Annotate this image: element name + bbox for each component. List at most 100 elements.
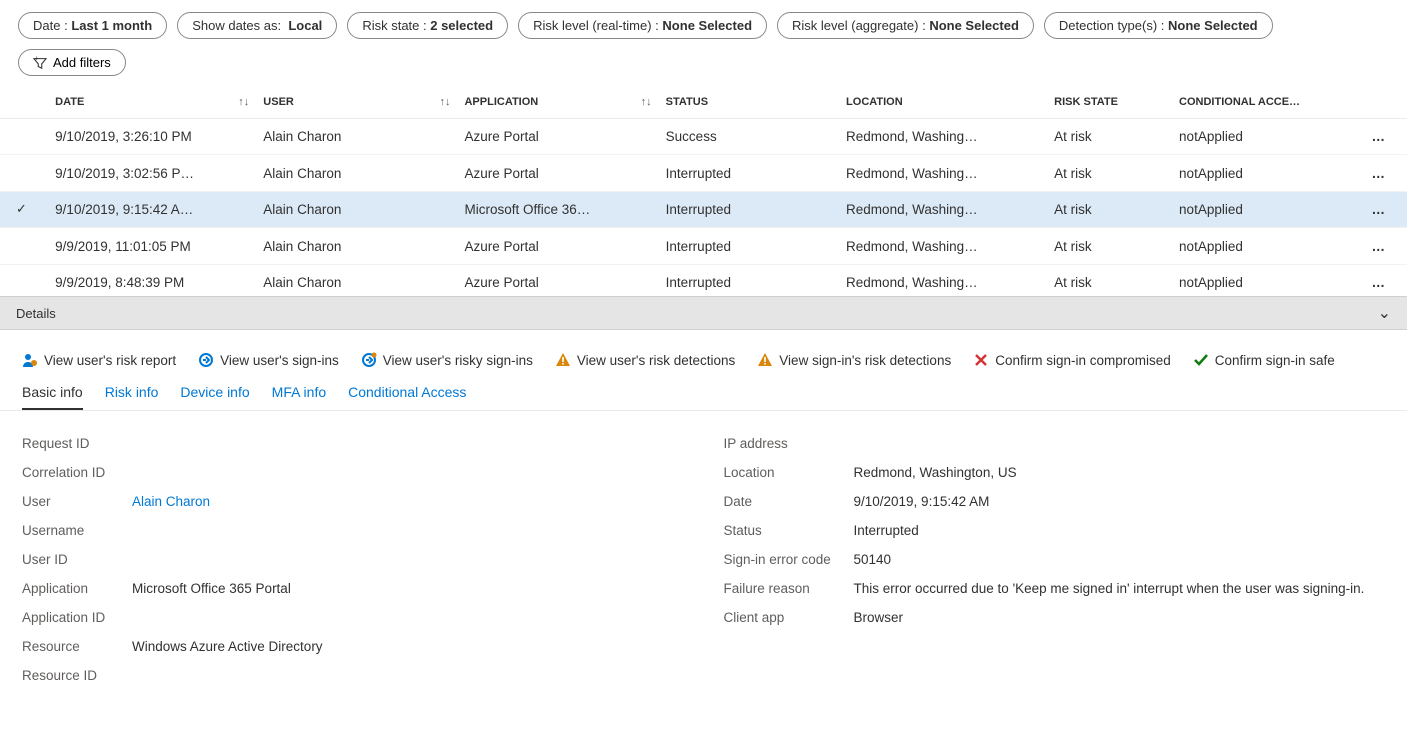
cell-risk-state: At risk (1046, 264, 1171, 296)
col-header-check[interactable] (0, 86, 47, 119)
col-header-date[interactable]: DATE↑↓ (47, 86, 255, 119)
more-icon[interactable]: … (1371, 275, 1387, 290)
action-link-label: Confirm sign-in safe (1215, 353, 1335, 368)
basic-info-panel: Request ID Correlation ID UserAlain Char… (0, 411, 1407, 708)
cell-application: Azure Portal (456, 264, 657, 296)
filter-date[interactable]: Date : Last 1 month (18, 12, 167, 39)
cell-location: Redmond, Washing… (838, 191, 1046, 227)
cell-conditional-access: notApplied (1171, 228, 1351, 264)
filter-detection-types[interactable]: Detection type(s) : None Selected (1044, 12, 1273, 39)
confirm-safe-link[interactable]: Confirm sign-in safe (1193, 352, 1335, 368)
cell-application: Azure Portal (456, 228, 657, 264)
kv-ip-address: IP address (724, 429, 1386, 458)
add-filters-row: + Add filters (0, 45, 1407, 86)
kv-username: Username (22, 516, 684, 545)
tab-mfa-info[interactable]: MFA info (272, 378, 326, 410)
cell-user: Alain Charon (255, 228, 456, 264)
cell-conditional-access: notApplied (1171, 119, 1351, 155)
row-checkbox[interactable] (16, 240, 30, 254)
kv-user: UserAlain Charon (22, 487, 684, 516)
tab-device-info[interactable]: Device info (180, 378, 249, 410)
details-title: Details (16, 306, 56, 321)
cell-date: 9/9/2019, 8:48:39 PM (47, 264, 255, 296)
filter-date-value: Last 1 month (71, 18, 152, 33)
details-tabs: Basic info Risk info Device info MFA inf… (0, 378, 1407, 411)
signins-table-wrap: DATE↑↓ USER↑↓ APPLICATION↑↓ STATUS LOCAT… (0, 86, 1407, 296)
row-checkbox[interactable] (16, 130, 30, 144)
tab-risk-info[interactable]: Risk info (105, 378, 159, 410)
cell-risk-state: At risk (1046, 228, 1171, 264)
cell-status: Interrupted (658, 155, 838, 191)
filter-risk-level-aggregate-value: None Selected (929, 18, 1019, 33)
row-checkbox[interactable] (16, 167, 30, 181)
filter-risk-level-realtime[interactable]: Risk level (real-time) : None Selected (518, 12, 767, 39)
cell-date: 9/10/2019, 9:15:42 A… (47, 191, 255, 227)
view-user-signins-link[interactable]: View user's sign-ins (198, 352, 339, 368)
table-row[interactable]: 9/10/2019, 3:26:10 PMAlain CharonAzure P… (0, 119, 1407, 155)
table-row[interactable]: 9/9/2019, 11:01:05 PMAlain CharonAzure P… (0, 228, 1407, 264)
view-user-risk-report-link[interactable]: View user's risk report (22, 352, 176, 368)
cell-conditional-access: notApplied (1171, 155, 1351, 191)
cell-status: Success (658, 119, 838, 155)
cell-risk-state: At risk (1046, 155, 1171, 191)
filter-detection-types-label: Detection type(s) : (1059, 18, 1165, 33)
check-icon (1193, 352, 1209, 368)
filters-row: Date : Last 1 month Show dates as: Local… (0, 0, 1407, 45)
sort-icon: ↑↓ (641, 96, 652, 108)
row-checkbox[interactable] (16, 276, 30, 290)
kv-application-id: Application ID (22, 603, 684, 632)
cell-application: Azure Portal (456, 155, 657, 191)
action-link-label: View user's risky sign-ins (383, 353, 533, 368)
row-checkbox[interactable] (16, 203, 30, 217)
filter-risk-level-aggregate[interactable]: Risk level (aggregate) : None Selected (777, 12, 1034, 39)
kv-date: Date9/10/2019, 9:15:42 AM (724, 487, 1386, 516)
filter-show-dates-as[interactable]: Show dates as: Local (177, 12, 337, 39)
chevron-down-icon: ⌄ (1378, 303, 1391, 323)
details-bar[interactable]: Details ⌄ (0, 296, 1407, 330)
cell-date: 9/10/2019, 3:26:10 PM (47, 119, 255, 155)
col-header-risk-state[interactable]: RISK STATE (1046, 86, 1171, 119)
warning-icon (757, 352, 773, 368)
confirm-compromised-link[interactable]: Confirm sign-in compromised (973, 352, 1171, 368)
cell-user: Alain Charon (255, 264, 456, 296)
col-header-conditional-access[interactable]: CONDITIONAL ACCE… (1171, 86, 1351, 119)
more-icon[interactable]: … (1371, 129, 1387, 144)
add-filters-button[interactable]: + Add filters (18, 49, 126, 76)
kv-application: ApplicationMicrosoft Office 365 Portal (22, 574, 684, 603)
action-link-label: View sign-in's risk detections (779, 353, 951, 368)
tab-conditional-access[interactable]: Conditional Access (348, 378, 466, 410)
action-link-label: View user's sign-ins (220, 353, 339, 368)
risky-signin-icon (361, 352, 377, 368)
kv-status: StatusInterrupted (724, 516, 1386, 545)
table-row[interactable]: 9/10/2019, 3:02:56 P…Alain CharonAzure P… (0, 155, 1407, 191)
filter-detection-types-value: None Selected (1168, 18, 1258, 33)
col-header-user[interactable]: USER↑↓ (255, 86, 456, 119)
user-risk-icon (22, 352, 38, 368)
cell-status: Interrupted (658, 191, 838, 227)
svg-text:+: + (35, 56, 39, 62)
filter-risk-level-realtime-label: Risk level (real-time) : (533, 18, 659, 33)
tab-basic-info[interactable]: Basic info (22, 378, 83, 410)
more-icon[interactable]: … (1371, 166, 1387, 181)
table-row[interactable]: 9/10/2019, 9:15:42 A…Alain CharonMicroso… (0, 191, 1407, 227)
col-header-application[interactable]: APPLICATION↑↓ (456, 86, 657, 119)
view-user-risky-signins-link[interactable]: View user's risky sign-ins (361, 352, 533, 368)
more-icon[interactable]: … (1371, 202, 1387, 217)
more-icon[interactable]: … (1371, 239, 1387, 254)
action-link-label: View user's risk report (44, 353, 176, 368)
action-link-label: View user's risk detections (577, 353, 735, 368)
cell-location: Redmond, Washing… (838, 155, 1046, 191)
col-header-status[interactable]: STATUS (658, 86, 838, 119)
kv-location: LocationRedmond, Washington, US (724, 458, 1386, 487)
action-links-row: View user's risk report View user's sign… (0, 330, 1407, 378)
col-header-location[interactable]: LOCATION (838, 86, 1046, 119)
col-header-more (1351, 86, 1407, 119)
sort-icon: ↑↓ (238, 96, 249, 108)
user-link[interactable]: Alain Charon (132, 494, 684, 509)
view-user-risk-detections-link[interactable]: View user's risk detections (555, 352, 735, 368)
cell-location: Redmond, Washing… (838, 264, 1046, 296)
table-row[interactable]: 9/9/2019, 8:48:39 PMAlain CharonAzure Po… (0, 264, 1407, 296)
filter-risk-state[interactable]: Risk state : 2 selected (347, 12, 508, 39)
view-signin-risk-detections-link[interactable]: View sign-in's risk detections (757, 352, 951, 368)
x-icon (973, 352, 989, 368)
